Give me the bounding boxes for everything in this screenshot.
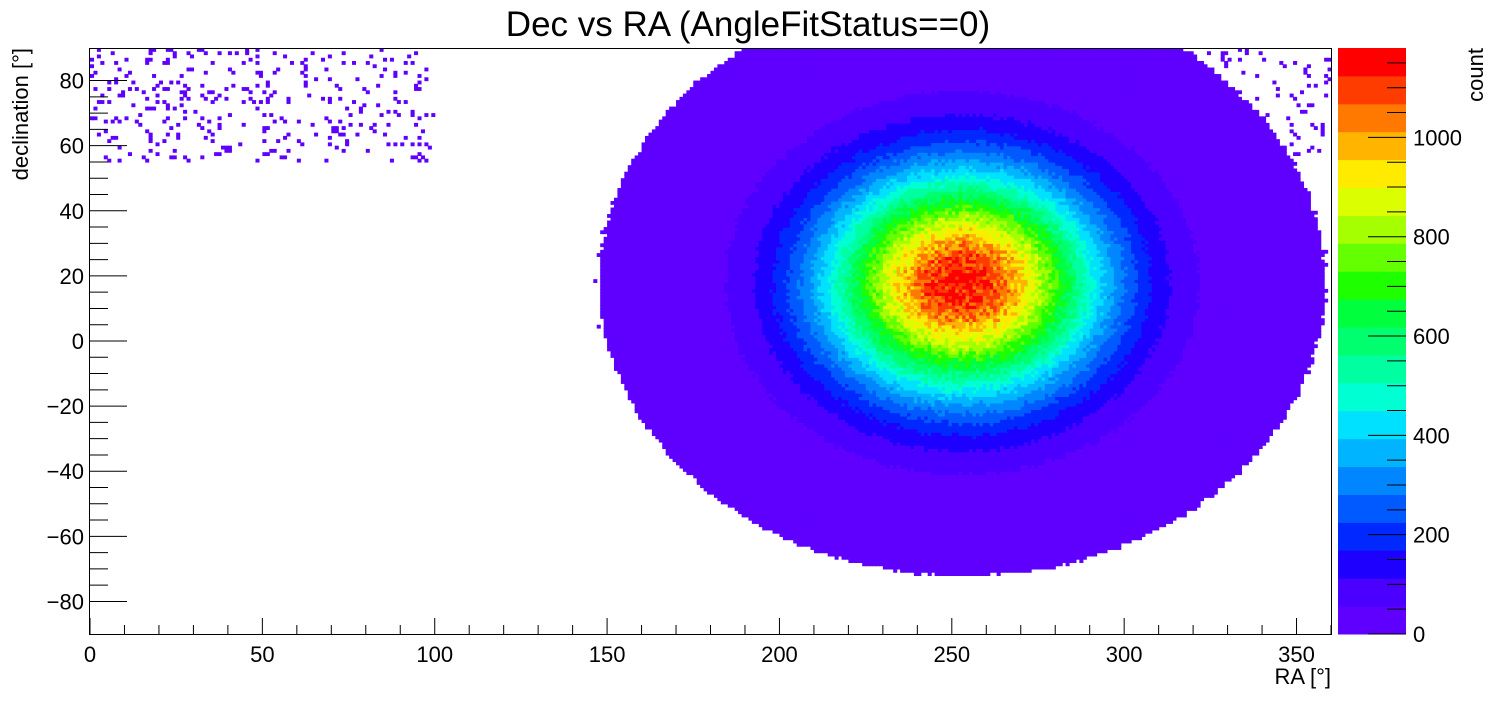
- plot-area: [90, 48, 1332, 576]
- chart-title: Dec vs RA (AngleFitStatus==0): [506, 5, 990, 44]
